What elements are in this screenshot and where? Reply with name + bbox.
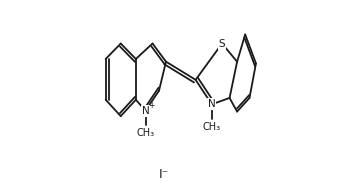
Text: +: + — [148, 101, 154, 110]
Text: S: S — [219, 39, 225, 49]
Text: CH₃: CH₃ — [137, 128, 155, 138]
Text: N: N — [208, 99, 216, 109]
Text: CH₃: CH₃ — [203, 122, 221, 132]
Text: N: N — [142, 106, 149, 116]
Text: I⁻: I⁻ — [159, 168, 169, 181]
